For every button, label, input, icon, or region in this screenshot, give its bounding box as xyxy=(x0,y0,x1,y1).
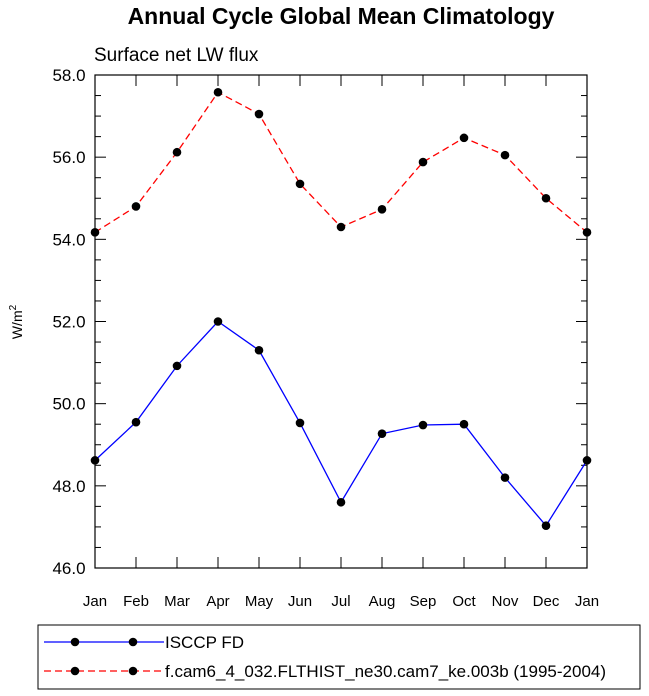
series-0-point xyxy=(418,420,428,430)
series-0-point xyxy=(90,456,100,465)
plot-area: 46.0 48.0 50.0 52.0 54.0 56.0 58.0 Jan Feb Mar Apr… xyxy=(52,66,599,610)
x-tick-label: Jan xyxy=(575,593,599,610)
series-0-point xyxy=(172,361,182,371)
legend-swatch-marker xyxy=(70,637,80,647)
legend-swatch-marker xyxy=(128,666,138,676)
series-0-point xyxy=(541,521,551,530)
legend-box xyxy=(37,624,641,690)
series-1-point xyxy=(213,87,223,97)
series-1-point xyxy=(541,193,551,203)
x-tick-label: Oct xyxy=(452,593,476,610)
series-0-point xyxy=(459,419,469,429)
y-tick-label: 54.0 xyxy=(52,230,85,249)
series-0-point xyxy=(254,345,264,355)
x-tick-label: Jun xyxy=(288,593,312,610)
x-tick-label: Dec xyxy=(533,593,560,610)
y-axis-label-base: W/m xyxy=(9,310,25,339)
y-tick-label: 58.0 xyxy=(52,66,85,85)
x-tick-label: Jul xyxy=(331,593,350,610)
series-0-point xyxy=(213,317,223,326)
series-0-point xyxy=(582,456,592,465)
series-1-point xyxy=(377,205,387,214)
y-tick-label: 56.0 xyxy=(52,148,85,167)
legend-entry-label: f.cam6_4_032.FLTHIST_ne30.cam7_ke.003b (… xyxy=(165,662,606,681)
series-1-point xyxy=(172,147,182,157)
series-1-point xyxy=(336,222,346,232)
legend-entry-label: ISCCP FD xyxy=(165,633,244,652)
chart-title: Annual Cycle Global Mean Climatology xyxy=(128,3,555,29)
plot-frame xyxy=(94,74,588,569)
series-1-point xyxy=(295,179,305,189)
legend: ISCCP FD f.cam6_4_032.FLTHIST_ne30.cam7_k… xyxy=(37,624,641,690)
svg-text:W/m2: W/m2 xyxy=(8,304,25,339)
x-tick-label: Sep xyxy=(410,593,437,610)
y-tick-label: 50.0 xyxy=(52,395,85,414)
series-0-point xyxy=(295,418,305,428)
series-line-1 xyxy=(94,91,588,233)
series-0-point xyxy=(336,497,346,507)
series-line-0 xyxy=(94,320,588,527)
y-tick-label: 52.0 xyxy=(52,313,85,332)
series-1-point xyxy=(254,109,264,119)
legend-swatch-marker xyxy=(128,637,138,647)
series-1-point xyxy=(90,228,100,237)
series-1-point xyxy=(500,150,510,160)
series-1-point xyxy=(131,202,141,211)
x-tick-label: Apr xyxy=(206,593,229,610)
series-0-point xyxy=(500,473,510,482)
y-tick-label: 46.0 xyxy=(52,559,85,578)
x-tick-label: Feb xyxy=(123,593,149,610)
series-1-point xyxy=(582,228,592,237)
series-1-point xyxy=(418,157,428,167)
x-tick-label: Mar xyxy=(164,593,190,610)
x-tick-label: Aug xyxy=(369,593,396,610)
x-tick-label: May xyxy=(245,593,274,610)
x-tick-label: Nov xyxy=(492,593,519,610)
series-1-point xyxy=(459,133,469,143)
chart-subtitle: Surface net LW flux xyxy=(94,45,259,66)
y-tick-label: 48.0 xyxy=(52,477,85,496)
series-0-point xyxy=(377,429,387,438)
series-0-point xyxy=(131,417,141,427)
y-axis-label-superscript: 2 xyxy=(8,304,19,310)
legend-swatch-marker xyxy=(70,666,80,676)
x-tick-label: Jan xyxy=(83,593,107,610)
y-axis-label: W/m2 xyxy=(8,304,25,339)
